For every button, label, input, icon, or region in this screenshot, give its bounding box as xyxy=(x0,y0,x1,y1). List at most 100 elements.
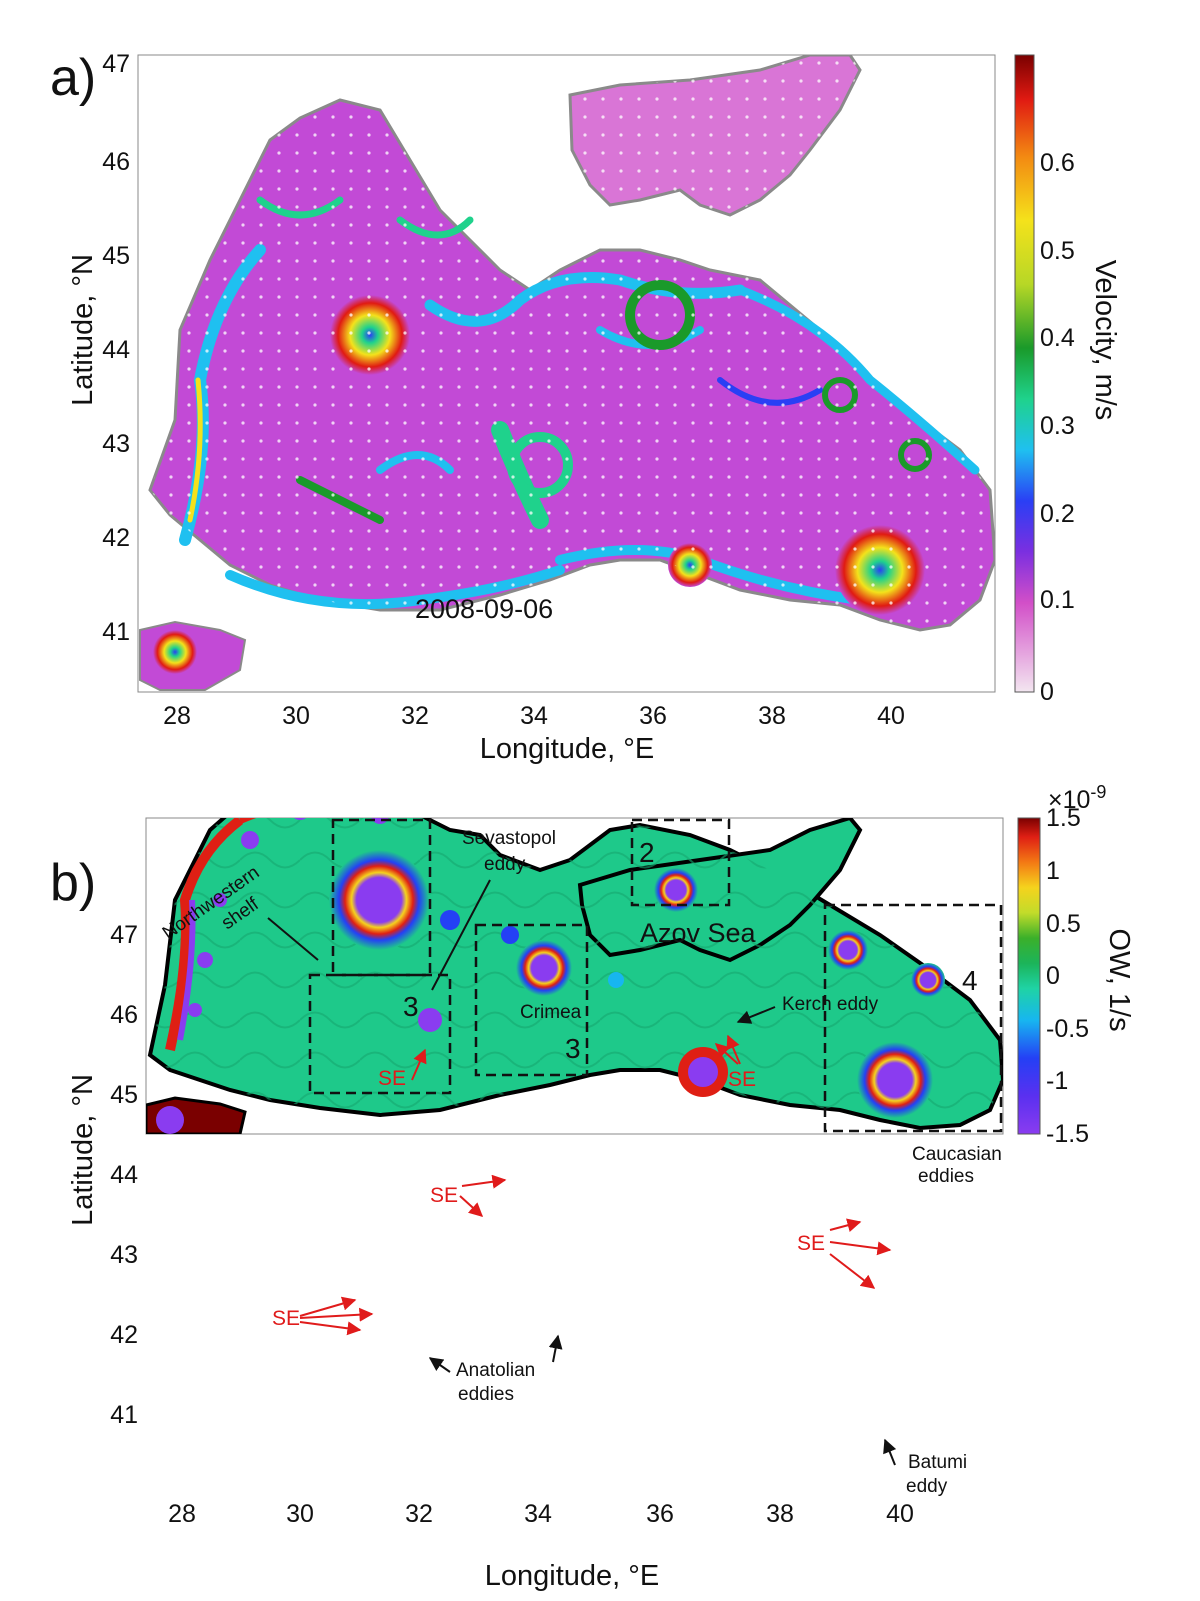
b-y-tick-42: 42 xyxy=(110,1321,138,1349)
cb-a-tick-0-3: 0.3 xyxy=(1040,412,1075,440)
panel-a-xlabel: Longitude, °E xyxy=(480,733,654,765)
analysis-boxes xyxy=(308,818,1003,1133)
eddy-marmara-a xyxy=(153,630,197,674)
cb-b-tick-neg1-5: -1.5 xyxy=(1046,1120,1089,1148)
panel-a-yticks: 41 42 43 44 45 46 47 xyxy=(102,50,130,646)
cb-b-tick-0: 0 xyxy=(1046,962,1060,990)
b-y-tick-43: 43 xyxy=(110,1241,138,1269)
small-eddy-markers: SE SE SE SE SE xyxy=(272,1034,892,1336)
cb-b-tick-1: 1 xyxy=(1046,857,1060,885)
y-tick-44: 44 xyxy=(102,336,130,364)
cb-b-tick-1-5: 1.5 xyxy=(1046,804,1081,832)
anatolian-label-2: eddies xyxy=(458,1384,514,1405)
panel-b-label: b) xyxy=(50,854,96,912)
date-label: 2008-09-06 xyxy=(415,594,553,624)
cb-a-tick-0-2: 0.2 xyxy=(1040,500,1075,528)
b-x-tick-32: 32 xyxy=(405,1500,433,1528)
batumi-label-1: Batumi xyxy=(908,1452,967,1473)
box-3-west xyxy=(308,973,452,1095)
caucasian-eddy-2 xyxy=(911,963,945,997)
x-tick-36: 36 xyxy=(639,702,667,730)
box-4 xyxy=(823,903,1003,1133)
y-tick-41: 41 xyxy=(102,618,130,646)
x-tick-34: 34 xyxy=(520,702,548,730)
ow-colorbar-exponent: ×10-9 xyxy=(1048,782,1106,814)
velocity-colorbar-ticks: 0 0.1 0.2 0.3 0.4 0.5 0.6 xyxy=(1040,149,1075,706)
box-3-west-label: 3 xyxy=(403,991,419,1022)
box-3-central xyxy=(474,923,589,1077)
box-1 xyxy=(331,818,432,977)
ow-colorbar-label: OW, 1/s xyxy=(1103,928,1135,1031)
panel-b-yticks: 41 42 43 44 45 46 47 xyxy=(110,921,138,1429)
box-2 xyxy=(630,818,731,907)
azov-sea-label: Azov Sea xyxy=(640,918,757,948)
caucasian-label-2: eddies xyxy=(918,1166,974,1187)
velocity-vectors-azov xyxy=(570,55,860,215)
box-3-central-label: 3 xyxy=(565,1033,581,1064)
panel-a-label: a) xyxy=(50,49,96,107)
y-tick-43: 43 xyxy=(102,430,130,458)
velocity-colorbar-label: Velocity, m/s xyxy=(1089,260,1121,421)
ow-colorbar-ticks: -1.5 -1 -0.5 0 0.5 1 1.5 xyxy=(1046,804,1089,1148)
panel-a: a) xyxy=(50,49,1121,765)
se-label-5: SE xyxy=(797,1232,825,1255)
northwestern-shelf-pointer xyxy=(267,917,319,961)
northwestern-shelf-activity xyxy=(165,818,389,1052)
caucasian-label-1: Caucasian xyxy=(912,1144,1002,1165)
sevastopol-eddy xyxy=(329,850,429,950)
b-x-tick-34: 34 xyxy=(524,1500,552,1528)
small-eddy-2 xyxy=(501,926,519,944)
b-x-tick-28: 28 xyxy=(168,1500,196,1528)
x-tick-32: 32 xyxy=(401,702,429,730)
b-x-tick-40: 40 xyxy=(886,1500,914,1528)
x-tick-38: 38 xyxy=(758,702,786,730)
cb-b-tick-neg0-5: -0.5 xyxy=(1046,1015,1089,1043)
batumi-label-2: eddy xyxy=(906,1476,948,1497)
se-label-4: SE xyxy=(272,1307,300,1330)
ow-colorbar xyxy=(1017,817,1041,1135)
b-y-tick-46: 46 xyxy=(110,1001,138,1029)
cb-a-tick-0-4: 0.4 xyxy=(1040,324,1075,352)
se-label-2: SE xyxy=(728,1068,756,1091)
b-y-tick-47: 47 xyxy=(110,921,138,949)
panel-b-xlabel: Longitude, °E xyxy=(485,1560,659,1592)
y-tick-47: 47 xyxy=(102,50,130,78)
b-x-tick-36: 36 xyxy=(646,1500,674,1528)
panel-b-map xyxy=(146,818,1003,1134)
kerch-eddy xyxy=(654,868,698,912)
b-y-tick-44: 44 xyxy=(110,1161,138,1189)
panel-a-xticks: 28 30 32 34 36 38 40 xyxy=(163,702,905,730)
y-tick-45: 45 xyxy=(102,242,130,270)
cb-b-tick-neg1: -1 xyxy=(1046,1067,1068,1095)
sevastopol-pointer xyxy=(431,879,491,991)
anatolian-pointer-1 xyxy=(428,1357,451,1373)
cb-a-tick-0-6: 0.6 xyxy=(1040,149,1075,177)
b-y-tick-41: 41 xyxy=(110,1401,138,1429)
panel-b-xticks: 28 30 32 34 36 38 40 xyxy=(168,1500,914,1528)
panel-b-ylabel: Latitude, °N xyxy=(67,1074,99,1226)
sevastopol-label-2: eddy xyxy=(484,854,526,875)
anatolian-eddy-south xyxy=(678,1047,728,1097)
anatolian-pointer-2 xyxy=(548,1334,563,1363)
anatolian-eddy-center xyxy=(516,940,572,996)
b-x-tick-30: 30 xyxy=(286,1500,314,1528)
small-eddy-4 xyxy=(608,972,624,988)
anatolian-label-1: Anatolian xyxy=(456,1360,535,1381)
cb-a-tick-0-5: 0.5 xyxy=(1040,237,1075,265)
small-eddy-1 xyxy=(440,910,460,930)
panel-a-ylabel: Latitude, °N xyxy=(67,254,99,406)
cb-b-tick-0-5: 0.5 xyxy=(1046,910,1081,938)
kerch-eddy-label: Kerch eddy xyxy=(782,994,879,1015)
marmara-eddy xyxy=(156,1106,184,1134)
b-x-tick-38: 38 xyxy=(766,1500,794,1528)
b-y-tick-45: 45 xyxy=(110,1081,138,1109)
box-4-label: 4 xyxy=(962,965,978,996)
box-2-label: 2 xyxy=(639,837,655,868)
sevastopol-label-1: Sevastopol xyxy=(462,828,556,849)
x-tick-28: 28 xyxy=(163,702,191,730)
se-label-3: SE xyxy=(430,1184,458,1207)
batumi-pointer xyxy=(883,1438,897,1466)
small-eddy-3 xyxy=(418,1008,442,1032)
cb-a-tick-0-1: 0.1 xyxy=(1040,586,1075,614)
